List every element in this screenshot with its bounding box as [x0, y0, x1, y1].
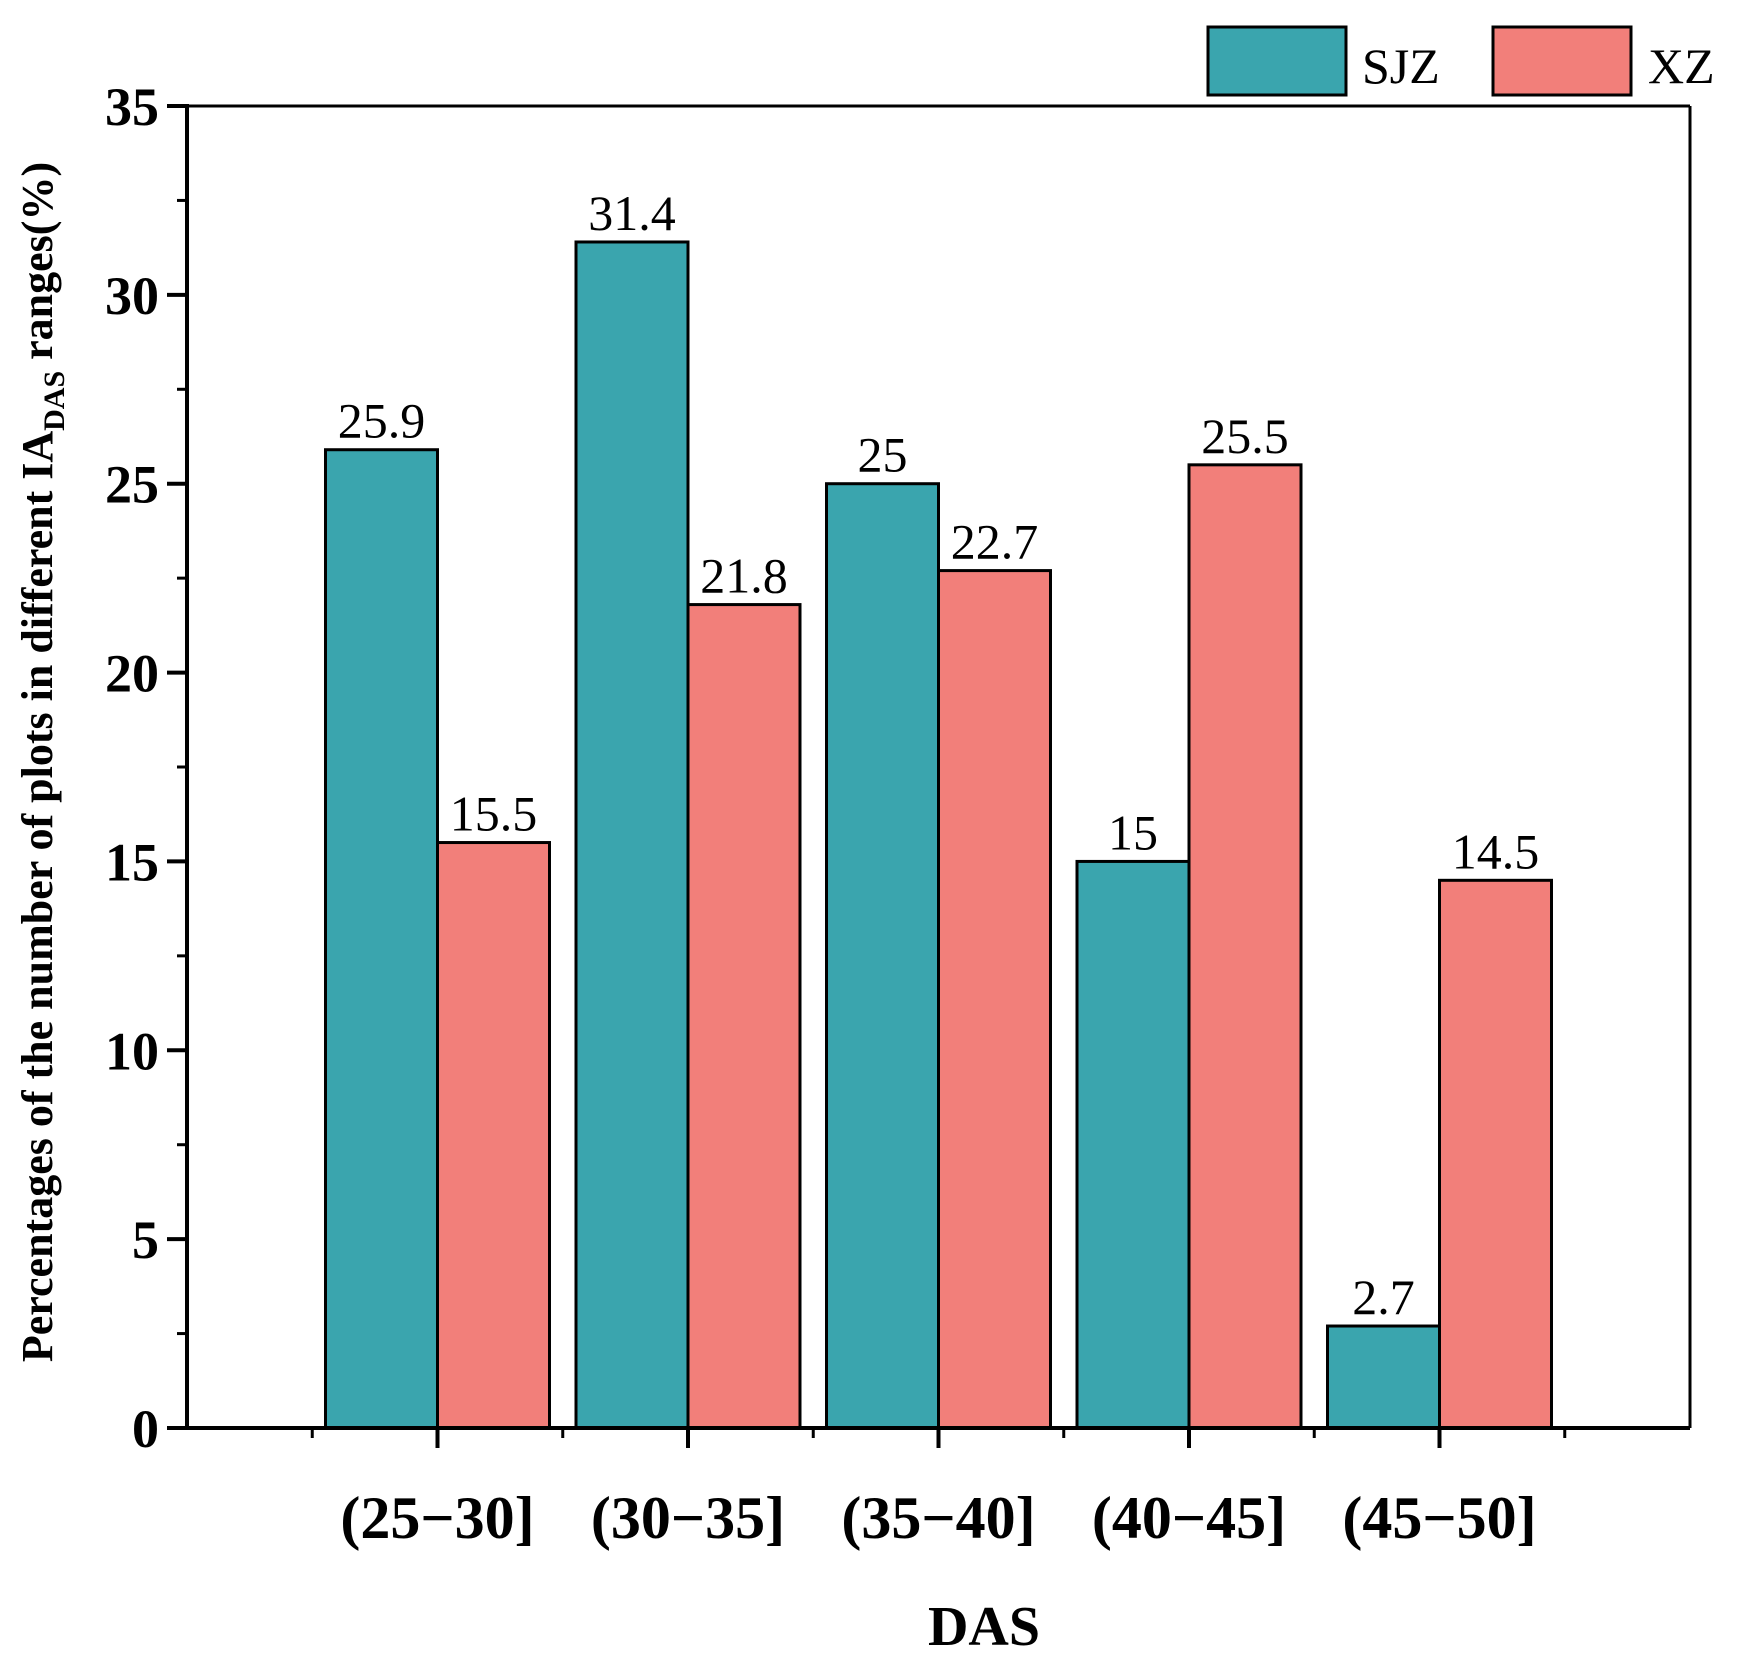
legend-label-sjz: SJZ: [1362, 38, 1440, 94]
bar-sjz-5: [1326, 1324, 1441, 1430]
x-tick-label-2: (30−35]: [591, 1485, 785, 1551]
y-tick-label-15: 15: [105, 832, 159, 892]
legend-swatch-xz: [1491, 25, 1633, 97]
x-tick-label-3: (35−40]: [841, 1485, 1035, 1551]
bar-sjz-1: [324, 448, 439, 1430]
y-axis-title-subscript: DAS: [38, 371, 71, 431]
y-tick-label-35: 35: [105, 77, 159, 137]
bars-group: [324, 240, 1553, 1430]
data-labels-group: 25.9 31.4 25 15 2.7 15.5 21.8 22.7 25.5 14.5: [338, 185, 1540, 1325]
y-tick-label-5: 5: [132, 1210, 159, 1270]
y-tick-label-20: 20: [105, 644, 159, 704]
data-label-xz-2: 21.8: [700, 548, 788, 604]
x-tick-label-5: (45−50]: [1342, 1485, 1536, 1551]
x-tick-label-4: (40−45]: [1092, 1485, 1286, 1551]
y-tick-label-25: 25: [105, 455, 159, 515]
bar-xz-4: [1187, 463, 1303, 1430]
bar-xz-1: [436, 841, 551, 1430]
legend-label-xz: XZ: [1648, 38, 1715, 94]
data-label-xz-5: 14.5: [1452, 823, 1540, 879]
x-axis-title: DAS: [928, 1596, 1040, 1656]
y-axis-title: Percentages of the number of plots in di…: [13, 162, 71, 1362]
y-axis-title-main: Percentages of the number of plots in di…: [13, 431, 62, 1362]
x-tick-label-1: (25−30]: [340, 1485, 534, 1551]
bar-sjz-2: [574, 240, 690, 1430]
y-ticks-group: 0 5 10 15 20 25 30 35: [105, 77, 187, 1459]
bar-xz-3: [937, 569, 1052, 1430]
data-label-xz-1: 15.5: [450, 786, 538, 842]
bar-sjz-4: [1075, 859, 1191, 1430]
data-label-sjz-2: 31.4: [588, 185, 676, 241]
data-label-xz-4: 25.5: [1201, 408, 1289, 464]
bar-xz-5: [1438, 878, 1553, 1430]
bar-sjz-3: [825, 482, 940, 1430]
data-label-sjz-3: 25: [858, 427, 908, 483]
x-ticks-group: (25−30] (30−35] (35−40] (40−45] (45−50]: [310, 1428, 1567, 1551]
data-label-sjz-5: 2.7: [1352, 1269, 1415, 1325]
y-tick-label-30: 30: [105, 266, 159, 326]
legend-swatch-sjz: [1206, 25, 1348, 97]
data-label-sjz-4: 15: [1108, 804, 1158, 860]
bar-xz-2: [686, 603, 802, 1430]
data-label-xz-3: 22.7: [951, 514, 1039, 570]
data-label-sjz-1: 25.9: [338, 393, 426, 449]
legend: SJZ XZ: [1206, 25, 1715, 97]
y-tick-label-10: 10: [105, 1021, 159, 1081]
y-tick-label-0: 0: [132, 1399, 159, 1459]
y-axis-title-suffix: ranges(%): [13, 162, 62, 371]
